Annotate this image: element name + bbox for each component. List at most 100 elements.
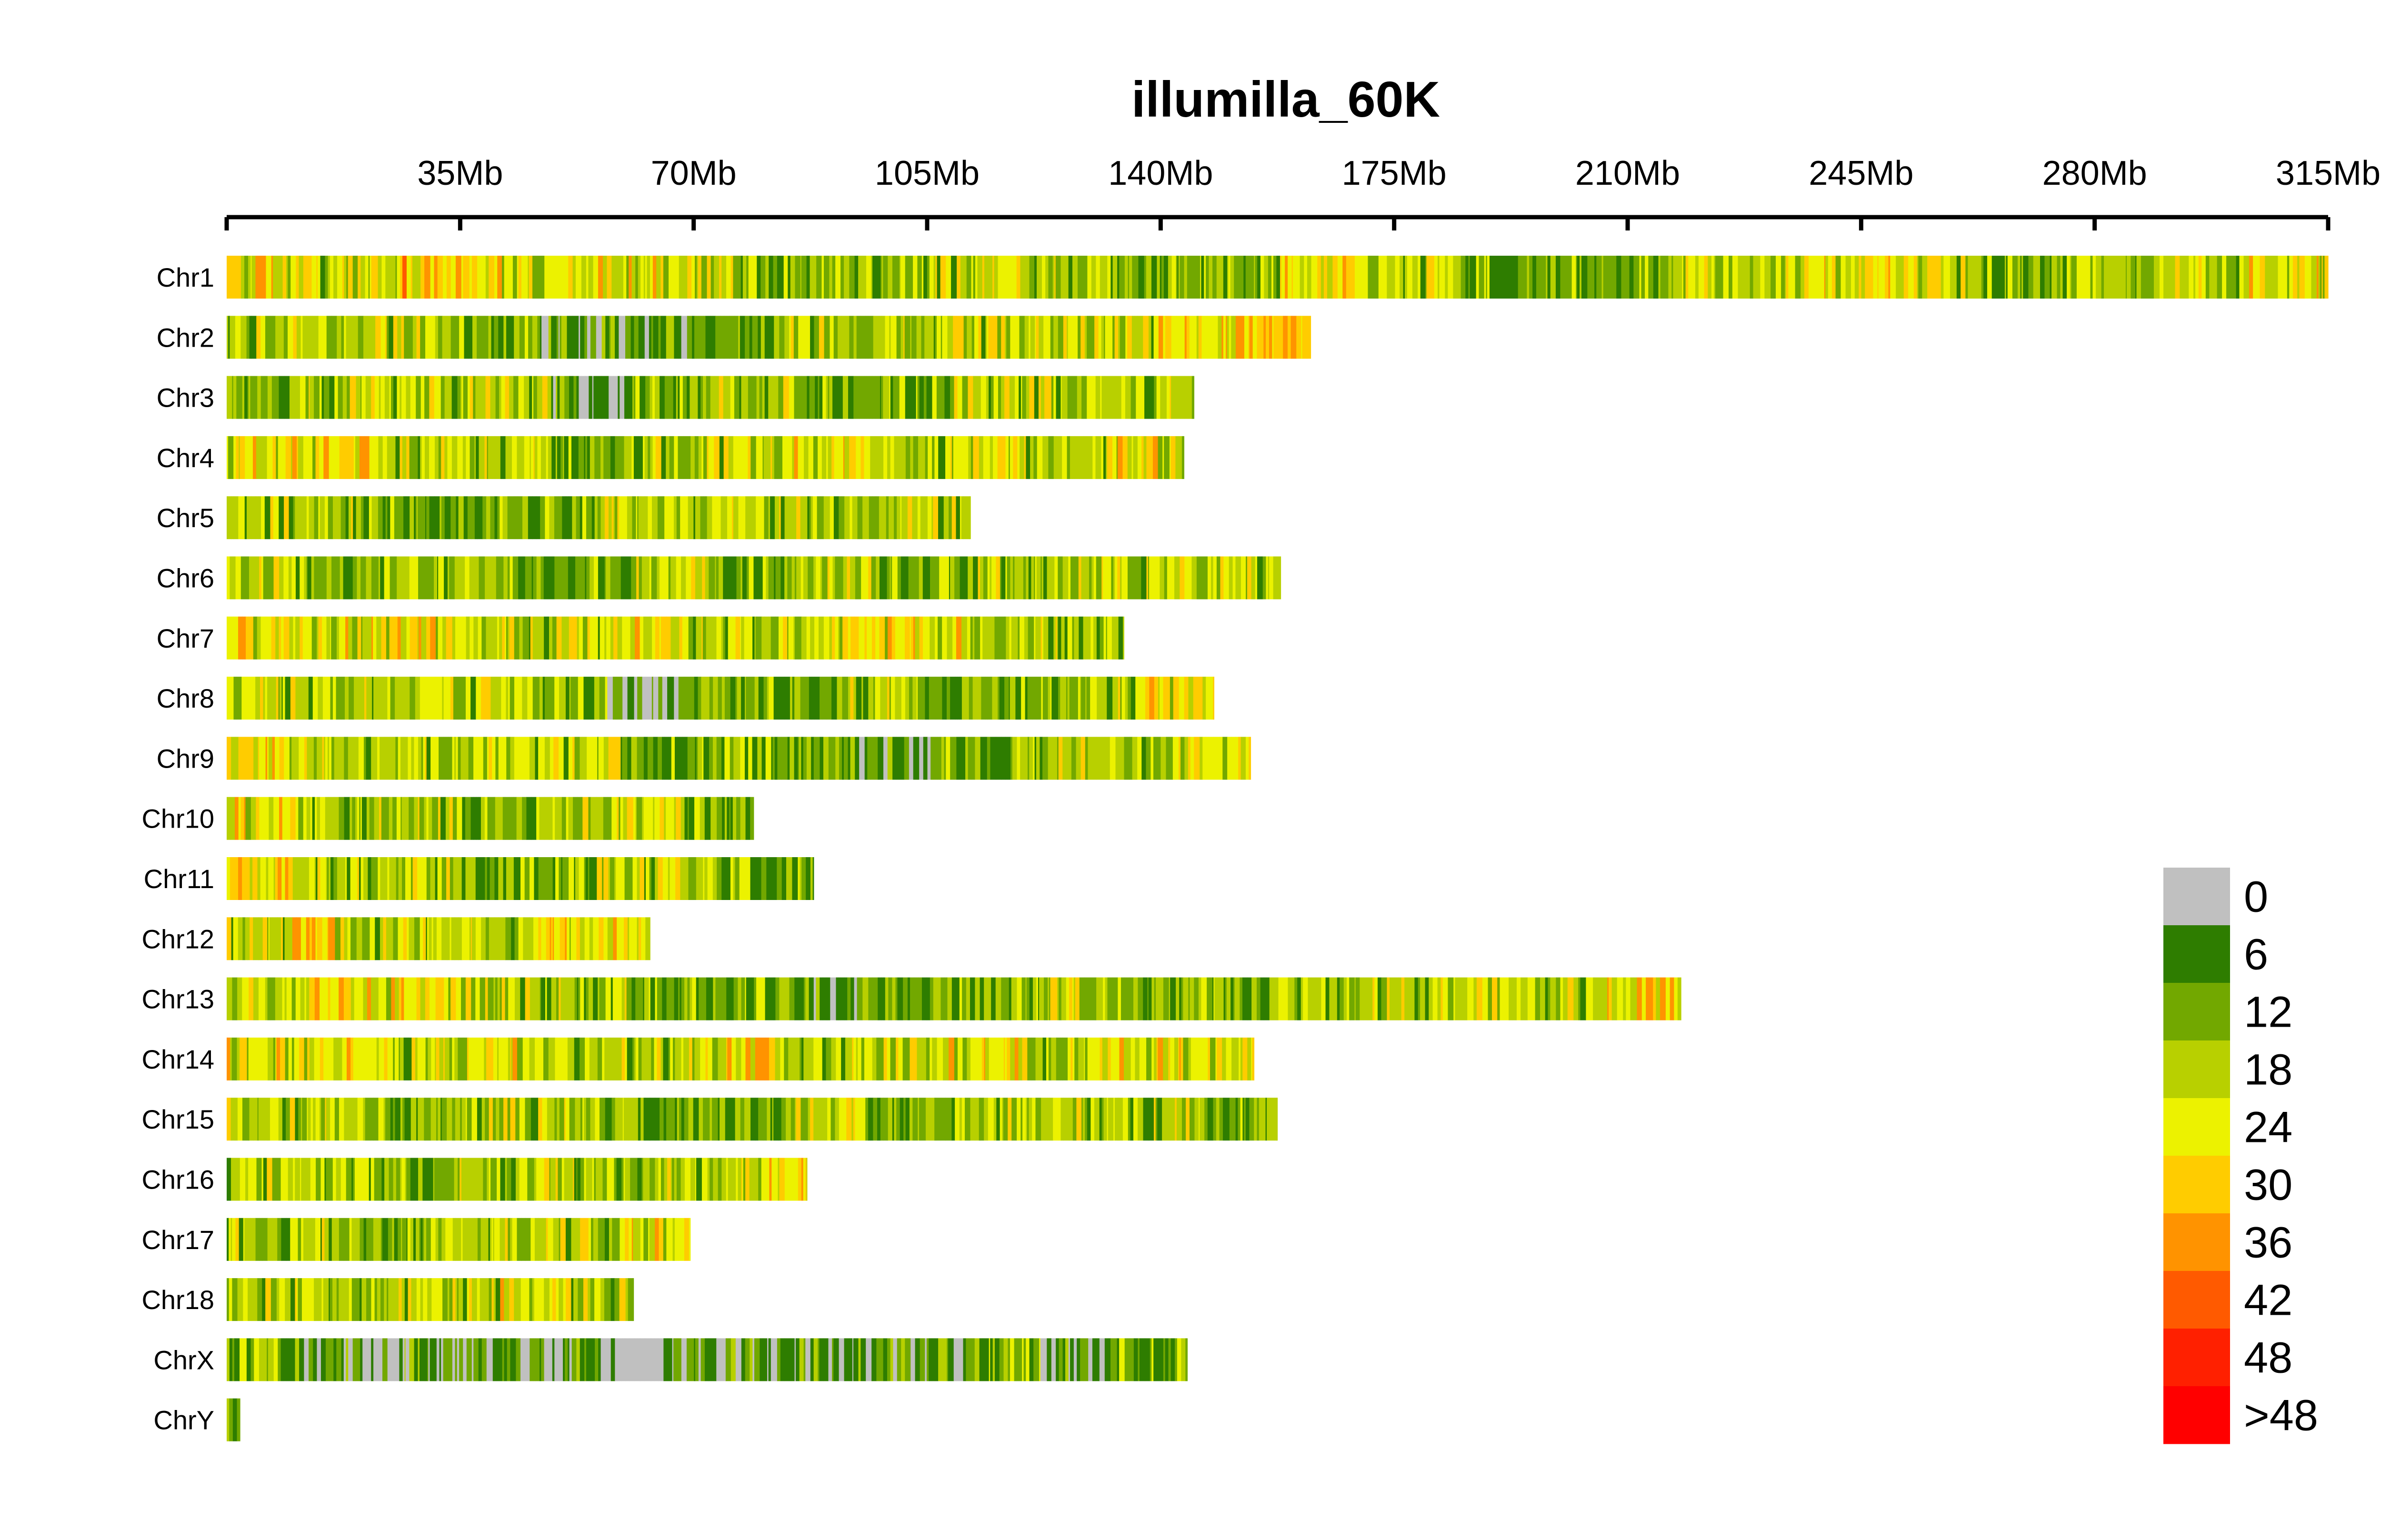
- density-segment: [678, 677, 684, 720]
- density-segment: [329, 376, 335, 419]
- density-segment: [888, 256, 893, 299]
- density-segment: [475, 857, 480, 900]
- density-segment: [822, 977, 827, 1020]
- density-segment: [1050, 256, 1053, 299]
- density-segment: [1476, 256, 1480, 299]
- density-segment: [982, 616, 987, 660]
- density-segment: [693, 616, 696, 660]
- density-segment: [969, 496, 971, 540]
- density-segment: [649, 857, 652, 900]
- density-segment: [1633, 977, 1638, 1020]
- density-segment: [779, 256, 784, 299]
- density-segment: [752, 616, 755, 660]
- density-segment: [1000, 556, 1002, 600]
- density-segment: [1315, 977, 1319, 1020]
- density-segment: [931, 256, 934, 299]
- density-segment: [243, 857, 248, 900]
- density-segment: [304, 977, 307, 1020]
- density-segment: [960, 737, 966, 780]
- density-segment: [275, 376, 280, 419]
- density-segment: [420, 1218, 423, 1261]
- density-segment: [592, 376, 594, 419]
- density-segment: [763, 677, 768, 720]
- density-segment: [911, 556, 914, 600]
- density-segment: [1158, 316, 1163, 359]
- density-segment: [750, 376, 757, 419]
- density-segment: [233, 496, 239, 540]
- density-segment: [658, 316, 661, 359]
- density-segment: [322, 737, 324, 780]
- density-segment: [389, 857, 394, 900]
- density-segment: [666, 797, 669, 840]
- density-segment: [1093, 556, 1097, 600]
- density-segment: [1418, 256, 1421, 299]
- density-segment: [268, 1037, 274, 1080]
- density-segment: [250, 797, 256, 840]
- density-segment: [487, 797, 489, 840]
- density-segment: [1635, 256, 1640, 299]
- density-segment: [361, 616, 363, 660]
- density-segment: [406, 1218, 408, 1261]
- density-segment: [1160, 376, 1164, 419]
- density-segment: [987, 616, 991, 660]
- density-segment: [489, 1098, 493, 1141]
- density-segment: [342, 256, 344, 299]
- density-segment: [1902, 256, 1904, 299]
- density-segment: [1423, 977, 1426, 1020]
- density-segment: [788, 256, 791, 299]
- density-segment: [779, 496, 781, 540]
- density-segment: [1476, 977, 1483, 1020]
- density-segment: [1072, 1098, 1075, 1141]
- density-segment: [1809, 256, 1814, 299]
- density-segment: [360, 256, 366, 299]
- density-segment: [474, 496, 478, 540]
- density-segment: [920, 496, 923, 540]
- density-segment: [1062, 1037, 1068, 1080]
- density-segment: [663, 496, 665, 540]
- density-segment: [1097, 376, 1100, 419]
- density-segment: [805, 1037, 811, 1080]
- density-segment: [2160, 256, 2164, 299]
- density-segment: [579, 616, 583, 660]
- density-segment: [650, 256, 651, 299]
- density-segment: [619, 256, 624, 299]
- density-segment: [643, 616, 645, 660]
- density-segment: [553, 737, 559, 780]
- density-segment: [298, 1098, 301, 1141]
- density-segment: [591, 1218, 594, 1261]
- density-segment: [1010, 436, 1013, 479]
- density-segment: [705, 316, 710, 359]
- density-segment: [373, 1218, 377, 1261]
- density-segment: [930, 977, 934, 1020]
- density-segment: [1303, 977, 1309, 1020]
- density-segment: [889, 496, 894, 540]
- density-segment: [291, 436, 293, 479]
- density-segment: [744, 616, 749, 660]
- density-segment: [384, 737, 390, 780]
- density-segment: [248, 616, 252, 660]
- density-segment: [781, 737, 787, 780]
- density-segment: [1841, 256, 1846, 299]
- density-segment: [365, 977, 368, 1020]
- density-segment: [300, 376, 306, 419]
- density-segment: [706, 616, 708, 660]
- density-segment: [968, 556, 973, 600]
- density-segment: [684, 1098, 689, 1141]
- density-segment: [840, 256, 844, 299]
- density-segment: [470, 797, 474, 840]
- density-segment: [377, 1278, 381, 1321]
- density-segment: [737, 737, 740, 780]
- density-segment: [480, 797, 485, 840]
- density-segment: [684, 1218, 690, 1261]
- density-segment: [400, 857, 402, 900]
- density-segment: [377, 1158, 382, 1201]
- density-segment: [910, 616, 914, 660]
- density-segment: [426, 917, 428, 960]
- density-segment: [758, 316, 761, 359]
- density-segment: [670, 857, 676, 900]
- density-segment: [428, 1037, 431, 1080]
- density-segment: [1150, 737, 1154, 780]
- density-segment: [522, 496, 529, 540]
- density-segment: [1948, 256, 1951, 299]
- density-segment: [792, 677, 794, 720]
